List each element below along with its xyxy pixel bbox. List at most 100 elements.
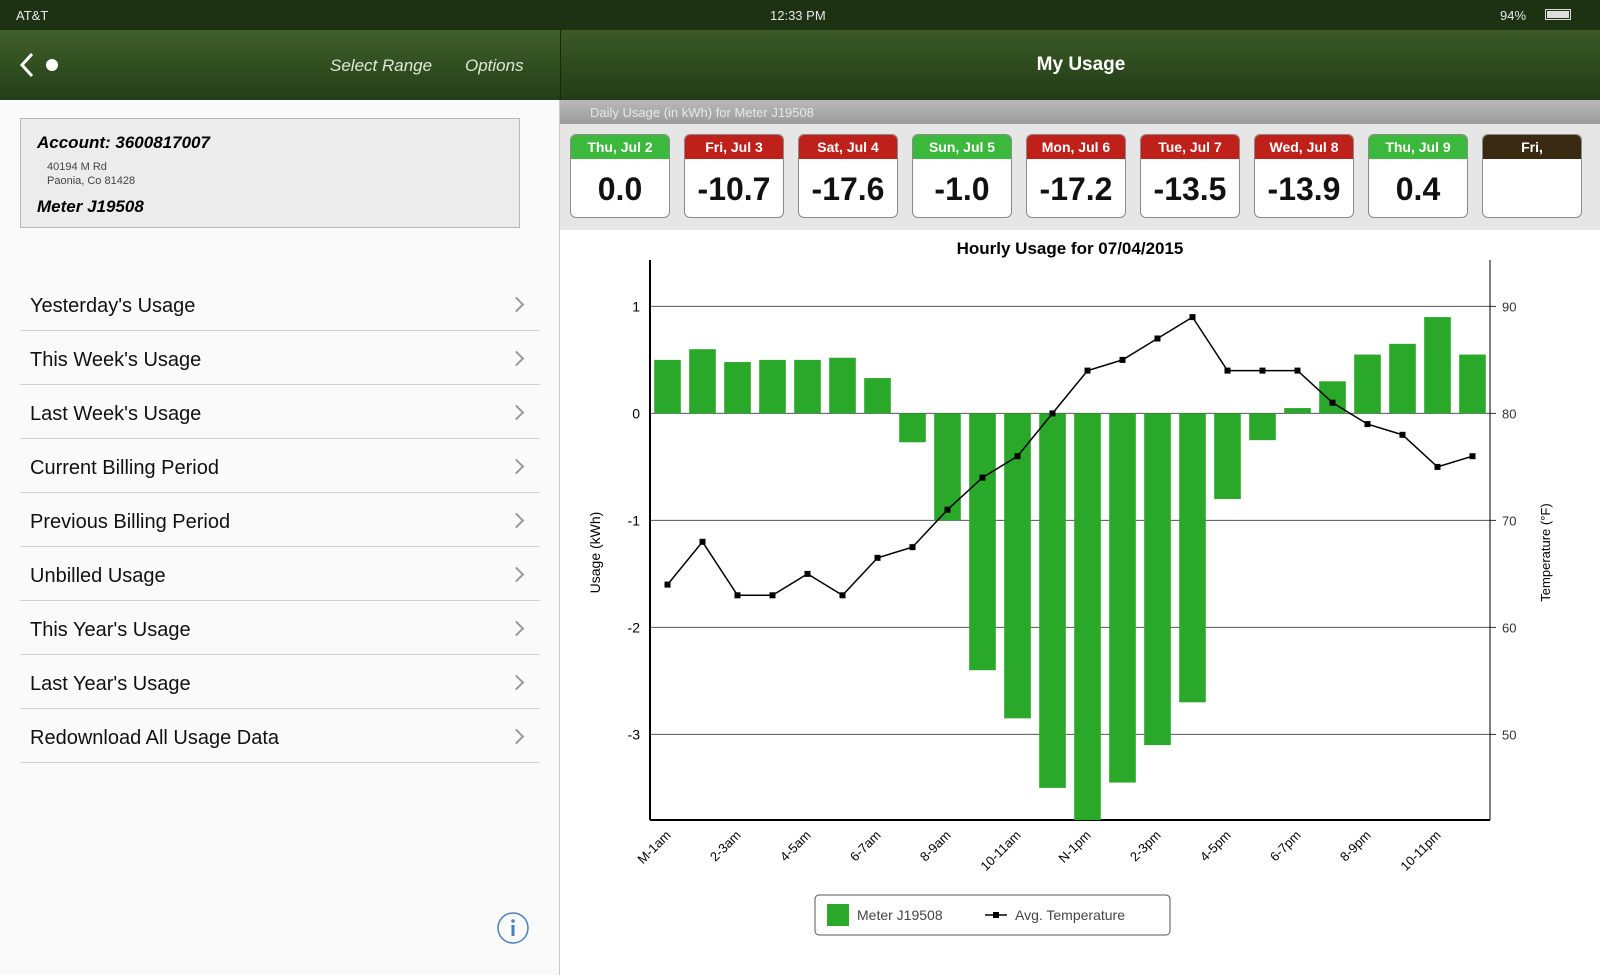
y-tick-label: -1	[628, 512, 641, 528]
bar	[934, 413, 961, 521]
bar	[759, 359, 786, 414]
tile-date: Sat, Jul 4	[799, 135, 897, 159]
x-tick-label: 6-7am	[847, 828, 884, 865]
day-tile[interactable]: Sat, Jul 4 -17.6	[798, 134, 898, 218]
menu-label: Unbilled Usage	[30, 565, 166, 587]
x-tick-label: 2-3am	[707, 828, 744, 865]
tile-value: -10.7	[697, 171, 771, 207]
line-marker	[1364, 421, 1371, 428]
menu-item[interactable]: Redownload All Usage Data	[20, 712, 540, 763]
status-bar: AT&T 12:33 PM 94%	[0, 0, 1600, 30]
nav-icons	[19, 52, 58, 78]
tile-value: -13.5	[1153, 171, 1227, 207]
bar	[689, 349, 716, 414]
menu-label: Last Week's Usage	[30, 403, 202, 425]
tile-date: Mon, Jul 6	[1027, 135, 1125, 159]
chevron	[508, 728, 525, 745]
tile-value: -1.0	[934, 171, 990, 207]
line-marker	[1259, 367, 1266, 374]
bar	[864, 378, 891, 414]
menu-item[interactable]: Previous Billing Period	[20, 496, 540, 547]
y2-tick-label: 90	[1502, 299, 1516, 314]
bar	[1424, 317, 1451, 414]
sidebar-nav: Select Range Options	[0, 30, 560, 100]
chevron	[508, 458, 525, 475]
screen-title: My Usage	[1036, 54, 1126, 75]
legend-label: Avg. Temperature	[1015, 907, 1125, 923]
bar	[1284, 408, 1311, 414]
y-tick-label: 1	[632, 298, 640, 314]
settings-button[interactable]	[46, 59, 58, 71]
line-marker	[734, 592, 741, 599]
y2-axis-label: Temperature (°F)	[1538, 503, 1553, 601]
menu-item[interactable]: This Week's Usage	[20, 334, 540, 385]
day-tile[interactable]: Fri, Jul 3 -10.7	[684, 134, 784, 218]
back-button[interactable]	[19, 52, 34, 78]
menu-item[interactable]: Last Week's Usage	[20, 388, 540, 439]
line-marker	[944, 506, 951, 513]
daily-header: Daily Usage (in kWh) for Meter J19508	[560, 100, 1600, 124]
select-range-button[interactable]: Select Range	[330, 56, 433, 75]
y-tick-label: 0	[632, 405, 640, 421]
bar	[1004, 413, 1031, 719]
bar	[1459, 354, 1486, 414]
main-panel: Daily Usage (in kWh) for Meter J19508 Th…	[560, 100, 1600, 975]
tile-date: Thu, Jul 9	[1369, 135, 1467, 159]
day-tile[interactable]: Mon, Jul 6 -17.2	[1026, 134, 1126, 218]
menu-item[interactable]: This Year's Usage	[20, 604, 540, 655]
menu-item[interactable]: Unbilled Usage	[20, 550, 540, 601]
line-marker	[874, 554, 881, 561]
day-tile[interactable]: Fri,	[1482, 134, 1582, 218]
hourly-chart: Hourly Usage for 07/04/2015 -3 -2 -1 0 1 50 60 7…	[587, 239, 1553, 936]
y-tick-label: -2	[628, 619, 641, 635]
menu-label: Redownload All Usage Data	[30, 727, 280, 749]
x-tick-label: 4-5pm	[1197, 828, 1234, 865]
x-tick-label: 8-9am	[917, 828, 954, 865]
legend-label: Meter J19508	[857, 907, 943, 923]
bar	[1214, 413, 1241, 499]
bar	[899, 413, 926, 443]
menu-item[interactable]: Yesterday's Usage	[20, 280, 540, 331]
tile-date: Fri, Jul 3	[685, 135, 783, 159]
options-button[interactable]: Options	[465, 56, 524, 75]
bar	[1249, 413, 1276, 441]
x-tick-label: 4-5am	[777, 828, 814, 865]
address-line: Paonia, Co 81428	[47, 175, 136, 187]
menu-item[interactable]: Last Year's Usage	[20, 658, 540, 709]
line-marker	[1119, 356, 1126, 363]
line-marker	[839, 592, 846, 599]
x-tick-label: 10-11pm	[1397, 828, 1443, 874]
bar	[794, 359, 821, 414]
x-tick-label: 8-9pm	[1337, 828, 1374, 865]
menu-item[interactable]: Current Billing Period	[20, 442, 540, 493]
sidebar: Account: 3600817007 40194 M Rd Paonia, C…	[0, 100, 560, 975]
meter-id: Meter J19508	[37, 197, 144, 216]
info-button[interactable]	[495, 910, 531, 946]
day-tile[interactable]: Thu, Jul 9 0.4	[1368, 134, 1468, 218]
bar	[1179, 413, 1206, 703]
chevron	[508, 350, 525, 367]
day-tile[interactable]: Tue, Jul 7 -13.5	[1140, 134, 1240, 218]
battery-icon	[1545, 9, 1571, 20]
day-tile[interactable]: Wed, Jul 8 -13.9	[1254, 134, 1354, 218]
tile-date: Sun, Jul 5	[913, 135, 1011, 159]
tile-date: Wed, Jul 8	[1255, 135, 1353, 159]
y2-tick-label: 60	[1502, 620, 1516, 635]
tile-date: Tue, Jul 7	[1141, 135, 1239, 159]
chevron	[508, 296, 525, 313]
chevron	[508, 674, 525, 691]
bar	[654, 359, 681, 414]
line-marker	[1399, 431, 1406, 438]
day-tile[interactable]: Sun, Jul 5 -1.0	[912, 134, 1012, 218]
line-marker	[699, 538, 706, 545]
tile-value: -13.9	[1267, 171, 1341, 207]
y-axis-label: Usage (kWh)	[587, 512, 603, 594]
line-marker	[769, 592, 776, 599]
day-tile[interactable]: Thu, Jul 2 0.0	[570, 134, 670, 218]
y2-tick-label: 50	[1502, 727, 1516, 742]
y2-tick-label: 80	[1502, 406, 1516, 421]
chevron	[508, 404, 525, 421]
bar	[1144, 413, 1171, 746]
line-marker	[1329, 399, 1336, 406]
